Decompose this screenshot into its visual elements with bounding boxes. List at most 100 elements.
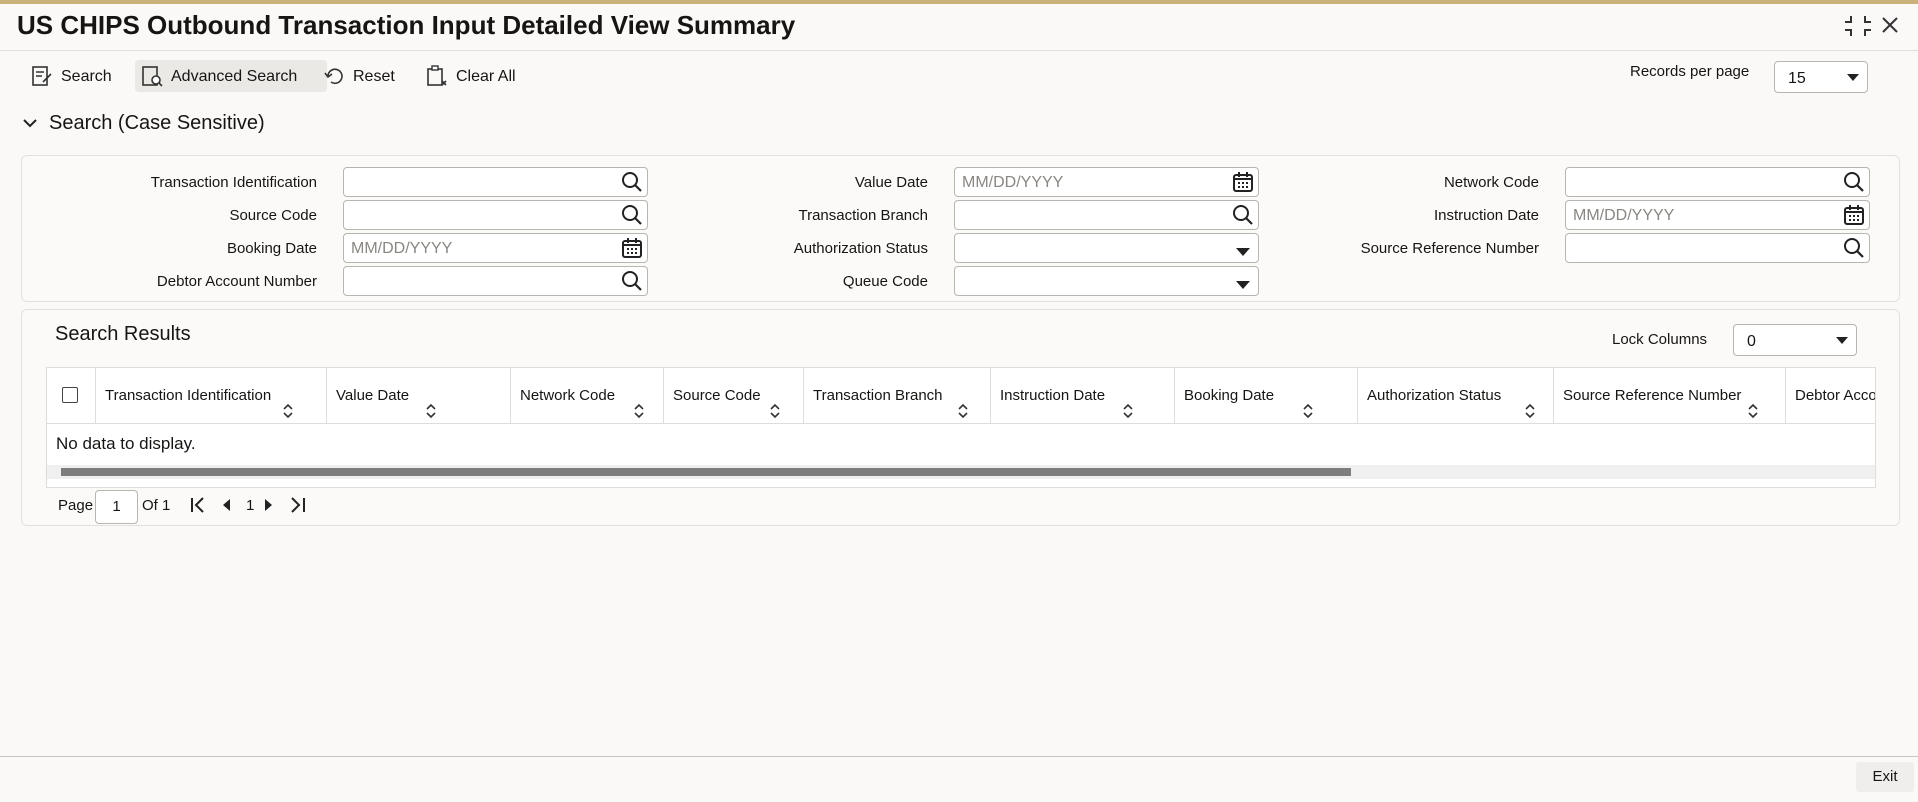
exit-button[interactable]: Exit: [1856, 762, 1914, 792]
sort-icon-glyph: [426, 403, 436, 419]
sort-icon-glyph: [958, 403, 968, 419]
select-icon: [1236, 277, 1250, 295]
field-input[interactable]: [1565, 167, 1870, 197]
top-strip: [0, 0, 1918, 4]
field-input[interactable]: [343, 167, 648, 197]
column-title: Instruction Date: [1000, 387, 1106, 404]
dropdown-icon: [1836, 337, 1848, 344]
field-input[interactable]: [343, 266, 648, 296]
toolbar-label: Reset: [353, 68, 395, 85]
placeholder: MM/DD/YYYY: [351, 240, 453, 257]
empty-message: No data to display.: [56, 434, 196, 453]
page-input[interactable]: 1: [95, 490, 138, 524]
collapse-icon[interactable]: [22, 117, 38, 129]
column-header[interactable]: Authorization Status: [1357, 368, 1553, 423]
column-header[interactable]: Value Date: [326, 368, 510, 423]
column-title: Transaction Branch: [813, 387, 943, 404]
field-input[interactable]: [954, 200, 1259, 230]
lookup-icon-glyph: [622, 205, 642, 225]
date-icon: [1843, 204, 1865, 231]
results-title: Search Results: [55, 323, 191, 345]
field-input[interactable]: MM/DD/YYYY: [343, 233, 648, 263]
field-input[interactable]: MM/DD/YYYY: [954, 167, 1259, 197]
toolbar-icon: [141, 65, 163, 92]
field-label: Network Code: [1443, 174, 1539, 191]
toolbar-label: Advanced Search: [171, 68, 298, 85]
date-icon-glyph: [1233, 172, 1253, 192]
sort-icon: [1747, 387, 1759, 423]
sort-icon-glyph: [1748, 403, 1758, 419]
lookup-icon-glyph: [1844, 172, 1864, 192]
column-title: Value Date: [336, 387, 410, 404]
toolbar-icon: [31, 65, 53, 92]
date-icon-glyph: [1844, 205, 1864, 225]
sort-icon: [957, 387, 969, 423]
lock-columns-select[interactable]: 0: [1733, 324, 1857, 356]
field-label: Transaction Identification: [150, 174, 317, 191]
sort-icon: [425, 387, 437, 423]
toolbar-button[interactable]: Advanced Search: [135, 60, 327, 92]
sort-icon: [1122, 387, 1134, 423]
field-input[interactable]: [954, 233, 1259, 263]
search-title: Search (Case Sensitive): [49, 112, 265, 134]
column-title: Source Code: [673, 387, 761, 404]
scroll-thumb[interactable]: [61, 468, 1351, 476]
lookup-icon-glyph: [622, 172, 642, 192]
divider: [0, 50, 1918, 51]
lookup-icon: [1843, 237, 1865, 264]
field-label: Source Reference Number: [1360, 240, 1539, 257]
search-panel: Transaction Identification Source Code Boo…: [21, 155, 1900, 302]
field-label: Instruction Date: [1433, 207, 1539, 224]
toolbar-button[interactable]: Clear All: [420, 60, 542, 92]
column-header[interactable]: Transaction Identification: [95, 368, 326, 423]
scrollbar[interactable]: [47, 465, 1875, 479]
lookup-icon: [1843, 171, 1865, 198]
column-title: Source Reference Number: [1563, 387, 1742, 404]
field-input[interactable]: [954, 266, 1259, 296]
dropdown-icon: [1847, 74, 1859, 81]
field-input[interactable]: [1565, 233, 1870, 263]
column-header[interactable]: Source Code: [663, 368, 803, 423]
column-header[interactable]: Transaction Branch: [803, 368, 990, 423]
lookup-icon-glyph: [1844, 238, 1864, 258]
select-icon-glyph: [1236, 281, 1250, 289]
window-controls[interactable]: [1843, 14, 1903, 38]
sort-icon-glyph: [770, 403, 780, 419]
toolbar-icon: [323, 65, 347, 92]
lookup-icon: [621, 204, 643, 231]
results-panel: Search Results Lock Columns 0 Transactio…: [21, 309, 1900, 526]
lookup-icon-glyph: [622, 271, 642, 291]
toolbar-icon-glyph: [32, 66, 52, 86]
current-page: 1: [246, 497, 255, 514]
column-header[interactable]: Debtor Account Number: [1785, 368, 1876, 423]
column-header[interactable]: Source Reference Number: [1553, 368, 1785, 423]
column-title: Network Code: [520, 387, 616, 404]
toolbar-icon-glyph: [142, 66, 163, 87]
field-label: Source Code: [229, 207, 317, 224]
column-title: Debtor Account Number: [1795, 387, 1876, 404]
field-label: Authorization Status: [793, 240, 928, 257]
sort-icon: [1524, 387, 1536, 423]
field-label: Debtor Account Number: [156, 273, 317, 290]
sort-icon-glyph: [1525, 403, 1535, 419]
page-label: Page: [58, 497, 94, 514]
column-header[interactable]: Network Code: [510, 368, 663, 423]
toolbar-button[interactable]: Search: [25, 60, 137, 92]
column-header[interactable]: Instruction Date: [990, 368, 1174, 423]
date-icon-glyph: [622, 238, 642, 258]
footer-line: [0, 756, 1918, 757]
field-label: Booking Date: [226, 240, 317, 257]
pager-icons[interactable]: [189, 496, 329, 516]
field-input[interactable]: MM/DD/YYYY: [1565, 200, 1870, 230]
records-select[interactable]: 15: [1774, 61, 1868, 93]
field-input[interactable]: [343, 200, 648, 230]
toolbar-button[interactable]: Reset: [317, 60, 427, 92]
toolbar-icon-glyph: [427, 65, 447, 86]
placeholder: MM/DD/YYYY: [1573, 207, 1675, 224]
records-value: 15: [1788, 70, 1806, 87]
results-table: Transaction Identification Value Date Netw…: [46, 367, 1876, 488]
column-header[interactable]: Booking Date: [1174, 368, 1357, 423]
lock-columns-label: Lock Columns: [1612, 331, 1708, 348]
select-all-checkbox[interactable]: [62, 387, 78, 403]
